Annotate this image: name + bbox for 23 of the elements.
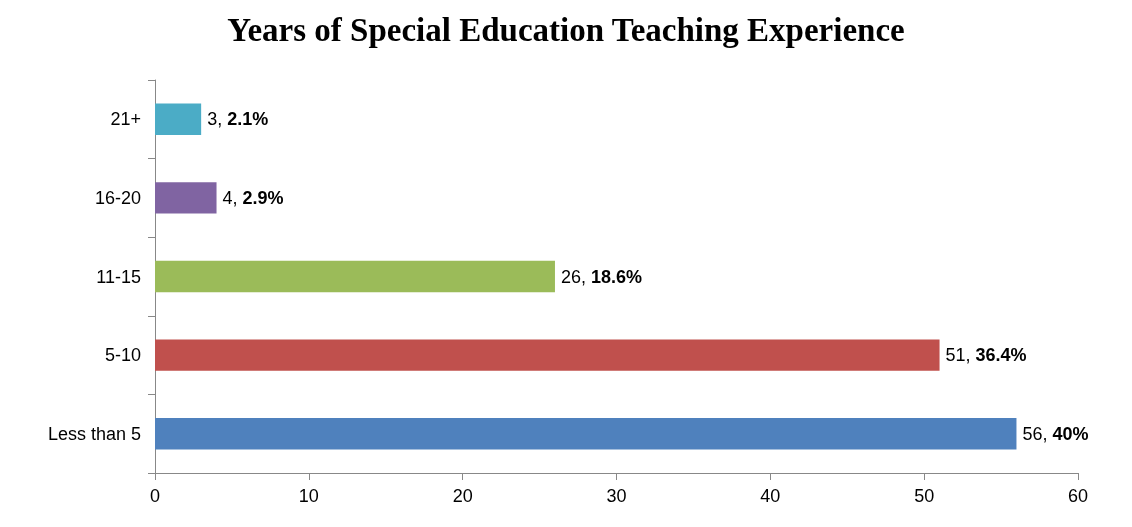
chart-title: Years of Special Education Teaching Experience bbox=[227, 11, 905, 48]
bar bbox=[155, 339, 940, 371]
x-tick-label: 40 bbox=[760, 486, 781, 506]
bar bbox=[155, 417, 1017, 450]
x-tick-label: 0 bbox=[149, 486, 161, 506]
bar bbox=[155, 260, 555, 293]
y-tick-label: 5-10 bbox=[104, 345, 141, 366]
data-label: 4, 2.9% bbox=[222, 187, 284, 208]
x-tick-label: 10 bbox=[298, 486, 319, 506]
y-tick-label: Less than 5 bbox=[47, 423, 141, 444]
data-label: 26, 18.6% bbox=[560, 266, 643, 287]
y-tick-label: 11-15 bbox=[96, 266, 141, 287]
data-label: 56, 40% bbox=[1022, 423, 1089, 444]
x-tick-label: 30 bbox=[606, 486, 627, 506]
x-tick-label: 60 bbox=[1067, 486, 1089, 506]
bar bbox=[155, 103, 202, 136]
y-tick-label: 16-20 bbox=[94, 187, 141, 208]
x-tick-label: 50 bbox=[914, 486, 935, 506]
data-label: 3, 2.1% bbox=[207, 109, 269, 130]
x-tick-label: 20 bbox=[452, 486, 473, 506]
y-tick-label: 21+ bbox=[110, 109, 141, 130]
bar bbox=[155, 182, 217, 214]
data-label: 51, 36.4% bbox=[945, 345, 1027, 366]
